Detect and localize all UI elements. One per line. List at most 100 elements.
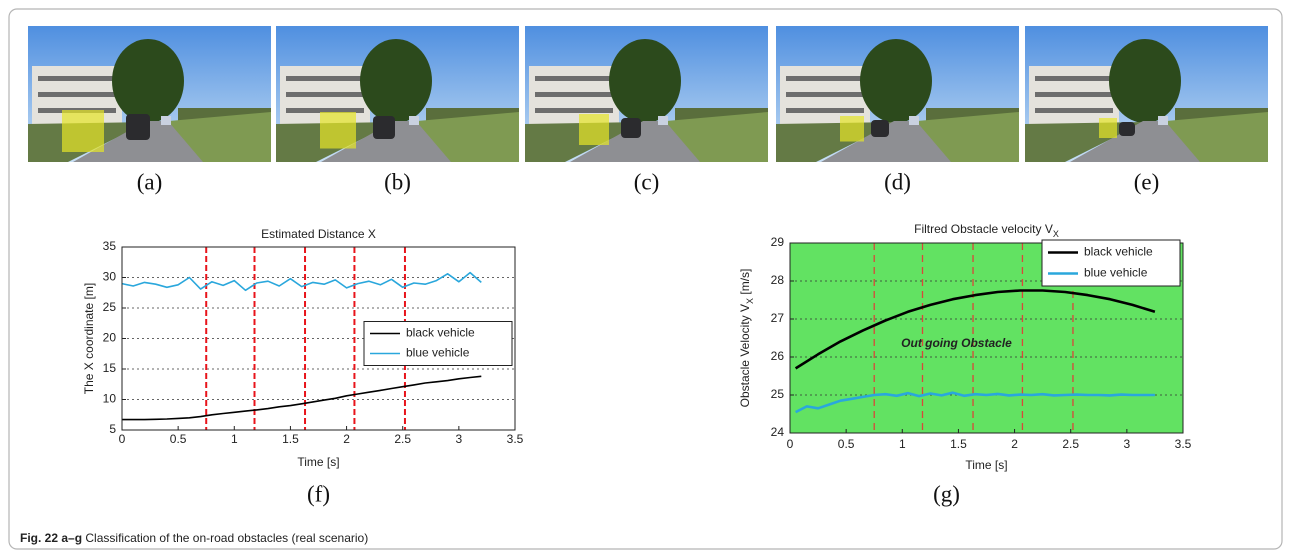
photo xyxy=(28,26,271,162)
panel-label: (f) xyxy=(307,481,330,506)
photo-detection-box xyxy=(579,114,609,145)
photo-blue-car xyxy=(909,116,919,125)
photo xyxy=(1025,26,1268,162)
photo-label: (e) xyxy=(1134,169,1160,194)
photo-detection-box xyxy=(62,110,104,152)
y-tick-label: 5 xyxy=(109,422,116,436)
x-tick-label: 1 xyxy=(899,437,906,451)
photo-windows xyxy=(535,108,613,113)
photo-tree xyxy=(860,39,932,123)
y-axis-label-part: Obstacle Velocity V xyxy=(738,304,752,407)
chart-title-subscript: X xyxy=(1053,229,1059,239)
axes-frame xyxy=(789,242,1184,434)
caption: Fig. 22 a–g Classification of the on-roa… xyxy=(20,531,368,545)
photo-blue-car xyxy=(658,116,668,125)
photo-windows xyxy=(286,108,364,113)
legend-box xyxy=(1041,239,1181,287)
y-tick-label: 29 xyxy=(771,235,785,249)
photo-windows xyxy=(786,76,864,81)
y-axis-label: Obstacle Velocity VX [m/s] xyxy=(738,269,755,408)
chart-title: Estimated Distance X xyxy=(261,227,376,241)
x-axis-label: Time [s] xyxy=(965,458,1007,472)
photo-label: (c) xyxy=(634,169,660,194)
legend-box xyxy=(363,321,513,366)
photo-windows xyxy=(786,108,864,113)
photo-blue-car xyxy=(1158,116,1168,125)
photo-label: (d) xyxy=(884,169,911,194)
x-tick-label: 2.5 xyxy=(394,432,411,446)
x-tick-label: 3.5 xyxy=(1175,437,1192,451)
y-tick-label: 25 xyxy=(771,387,785,401)
x-tick-label: 2 xyxy=(343,432,350,446)
photo-car xyxy=(871,120,889,137)
photo xyxy=(776,26,1019,162)
x-tick-label: 0.5 xyxy=(838,437,855,451)
x-tick-label: 1.5 xyxy=(950,437,967,451)
photo-label: (a) xyxy=(137,169,163,194)
x-tick-label: 0.5 xyxy=(170,432,187,446)
y-tick-label: 30 xyxy=(103,270,117,284)
series-line xyxy=(121,271,482,292)
y-axis-label-subscript: X xyxy=(745,298,755,304)
legend-label: blue vehicle xyxy=(406,346,470,360)
y-tick-label: 28 xyxy=(771,273,785,287)
photo-windows xyxy=(1035,76,1113,81)
caption-panels: a–g xyxy=(61,531,82,545)
photo-road xyxy=(821,121,951,162)
chart-title-part: Filtred Obstacle velocity V xyxy=(914,222,1053,236)
photo-tree xyxy=(609,39,681,123)
caption-label: Fig. 22 xyxy=(20,531,58,545)
x-tick-label: 0 xyxy=(787,437,794,451)
x-tick-label: 2.5 xyxy=(1062,437,1079,451)
photo-detection-box xyxy=(840,116,864,142)
x-tick-label: 1 xyxy=(231,432,238,446)
photo xyxy=(525,26,768,162)
x-tick-label: 0 xyxy=(119,432,126,446)
axes-frame xyxy=(121,246,516,431)
photo-windows xyxy=(38,76,116,81)
photo-blue-car xyxy=(161,116,171,125)
x-tick-label: 3.5 xyxy=(507,432,524,446)
photo-blue-car xyxy=(409,116,419,125)
photo-car xyxy=(373,116,395,139)
photo-verge xyxy=(776,122,896,162)
photo-car xyxy=(126,114,150,140)
series-line xyxy=(122,375,482,421)
photo-car xyxy=(621,118,641,138)
photo-detection-box xyxy=(1099,118,1117,138)
y-tick-label: 27 xyxy=(771,311,785,325)
panel-label: (g) xyxy=(933,481,960,506)
photo-tree xyxy=(360,39,432,123)
photo xyxy=(276,26,519,162)
x-axis-label: Time [s] xyxy=(297,455,339,469)
photo-tree xyxy=(112,39,184,123)
photo-road xyxy=(1070,121,1200,162)
annotation: Out going Obstacle xyxy=(901,336,1012,350)
y-tick-label: 20 xyxy=(103,331,117,345)
photo-windows xyxy=(286,92,364,97)
y-tick-label: 25 xyxy=(103,300,117,314)
legend-label: black vehicle xyxy=(1084,245,1153,259)
photo-windows xyxy=(535,92,613,97)
legend-label: black vehicle xyxy=(406,326,475,340)
photo-label: (b) xyxy=(384,169,411,194)
y-axis-label-part: [m/s] xyxy=(738,269,752,298)
y-tick-label: 15 xyxy=(103,361,117,375)
series-line xyxy=(794,289,1156,370)
photo-detection-box xyxy=(320,112,356,149)
photo-tree xyxy=(1109,39,1181,123)
y-axis-label: The X coordinate [m] xyxy=(82,283,96,394)
photo-car xyxy=(1119,122,1135,136)
photo-road xyxy=(321,121,451,162)
photo-windows xyxy=(1035,108,1113,113)
photo-windows xyxy=(286,76,364,81)
x-tick-label: 3 xyxy=(1124,437,1131,451)
photo-road xyxy=(73,121,203,162)
x-tick-label: 2 xyxy=(1011,437,1018,451)
photo-windows xyxy=(1035,92,1113,97)
y-tick-label: 24 xyxy=(771,425,785,439)
photo-road xyxy=(570,121,700,162)
legend-label: blue vehicle xyxy=(1084,266,1148,280)
photo-windows xyxy=(535,76,613,81)
